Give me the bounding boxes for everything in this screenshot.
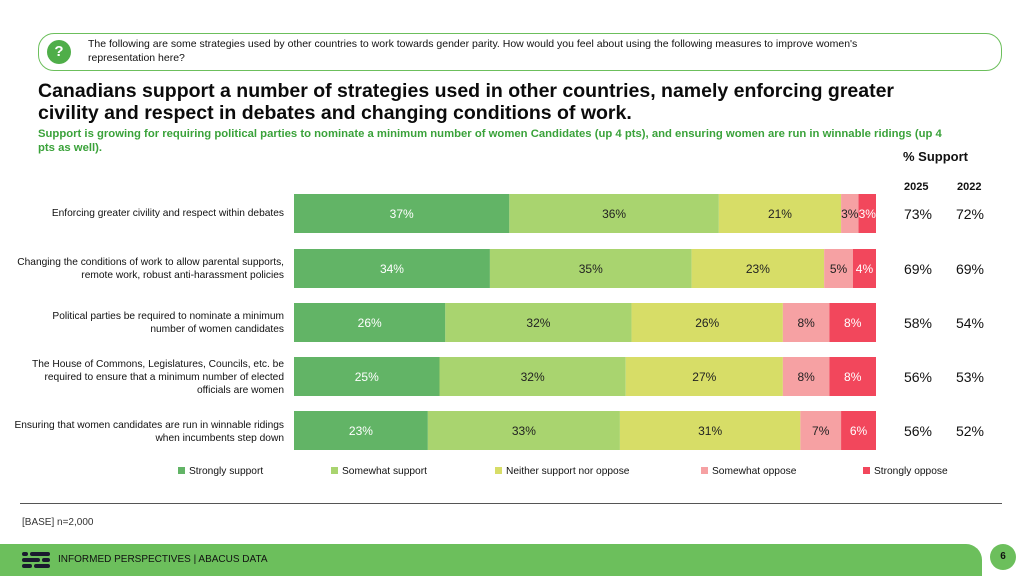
- support-2025-value: 56%: [904, 369, 932, 385]
- support-2022-value: 54%: [956, 315, 984, 331]
- bar-segment-strongly-support: [294, 411, 428, 450]
- bar-value-label: 27%: [692, 370, 716, 384]
- divider: [20, 503, 1002, 504]
- bar-segment-strongly-oppose: [829, 357, 876, 396]
- bar-value-label: 26%: [695, 316, 719, 330]
- bar-value-label: 8%: [797, 370, 815, 384]
- year-2022-header: 2022: [957, 181, 982, 193]
- row-label-party-nomination: Political parties be required to nominat…: [52, 311, 284, 335]
- bar-segment-somewhat-support: [509, 194, 719, 233]
- bar-segment-strongly-oppose: [858, 194, 876, 233]
- legend-swatch: [495, 467, 502, 474]
- bar-value-label: 32%: [526, 316, 550, 330]
- question-text: The following are some strategies used b…: [88, 38, 858, 64]
- bar-segment-somewhat-support: [427, 411, 620, 450]
- bar-value-label: 34%: [380, 262, 404, 276]
- bar-value-label: 21%: [768, 207, 792, 221]
- bar-value-label: 3%: [859, 207, 877, 221]
- year-2025-header: 2025: [904, 181, 929, 193]
- bar-segment-neither: [718, 194, 842, 233]
- bar-value-label: 26%: [358, 316, 382, 330]
- bar-value-label: 6%: [850, 424, 868, 438]
- legend-item-strongly-oppose: Strongly oppose: [863, 466, 948, 477]
- bar-segment-strongly-support: [294, 357, 440, 396]
- bar-value-label: 33%: [512, 424, 536, 438]
- bar-value-label: 5%: [830, 262, 848, 276]
- bar-segment-somewhat-support: [445, 303, 632, 342]
- legend-item-somewhat-oppose: Somewhat oppose: [701, 466, 796, 477]
- bar-segment-somewhat-support: [489, 249, 692, 288]
- footer-bar: [0, 544, 982, 576]
- bar-value-label: 7%: [812, 424, 830, 438]
- bar-value-label: 8%: [844, 316, 862, 330]
- bar-value-label: 25%: [355, 370, 379, 384]
- row-label-winnable-ridings: Ensuring that women candidates are run i…: [14, 420, 284, 444]
- bar-segment-somewhat-oppose: [782, 357, 830, 396]
- support-2022-value: 69%: [956, 261, 984, 277]
- bar-segment-strongly-support: [294, 303, 446, 342]
- row-label-work-conditions: Changing the conditions of work to allow…: [17, 257, 284, 281]
- bar-segment-strongly-support: [294, 194, 510, 233]
- row-label-civility: Enforcing greater civility and respect w…: [51, 208, 284, 219]
- support-2025-value: 56%: [904, 423, 932, 439]
- bar-value-label: 8%: [797, 316, 815, 330]
- bar-segment-neither: [691, 249, 825, 288]
- page-title: Canadians support a number of strategies…: [38, 80, 895, 124]
- bar-value-label: 36%: [602, 207, 626, 221]
- bar-segment-neither: [625, 357, 783, 396]
- bar-value-label: 8%: [844, 370, 862, 384]
- legend-item-strongly-support: Strongly support: [178, 466, 263, 477]
- bar-segment-neither: [631, 303, 783, 342]
- row-label-minimum-elected: The House of Commons, Legislatures, Coun…: [32, 359, 284, 396]
- footer-text: INFORMED PERSPECTIVES | ABACUS DATA: [58, 554, 268, 565]
- bar-segment-somewhat-oppose: [824, 249, 853, 288]
- support-2025-value: 69%: [904, 261, 932, 277]
- legend-swatch: [701, 467, 708, 474]
- page-number: 6: [990, 544, 1016, 570]
- support-2022-value: 52%: [956, 423, 984, 439]
- page-subtitle: Support is growing for requiring politic…: [38, 128, 942, 154]
- legend-swatch: [331, 467, 338, 474]
- support-2025-value: 73%: [904, 206, 932, 222]
- bar-segment-strongly-support: [294, 249, 490, 288]
- support-2022-value: 72%: [956, 206, 984, 222]
- bar-segment-somewhat-oppose: [841, 194, 859, 233]
- bar-segment-somewhat-support: [439, 357, 626, 396]
- question-icon: ?: [47, 40, 71, 64]
- legend-swatch: [863, 467, 870, 474]
- bar-value-label: 32%: [521, 370, 545, 384]
- bar-segment-somewhat-oppose: [782, 303, 830, 342]
- support-2025-value: 58%: [904, 315, 932, 331]
- base-note: [BASE] n=2,000: [22, 517, 94, 528]
- bar-value-label: 37%: [390, 207, 414, 221]
- bar-value-label: 3%: [841, 207, 859, 221]
- question-box: [38, 33, 1002, 71]
- bar-segment-strongly-oppose: [829, 303, 876, 342]
- bar-segment-somewhat-oppose: [800, 411, 842, 450]
- support-2022-value: 53%: [956, 369, 984, 385]
- legend-item-neither: Neither support nor oppose: [495, 466, 629, 477]
- bar-value-label: 35%: [579, 262, 603, 276]
- legend-swatch: [178, 467, 185, 474]
- bar-segment-strongly-oppose: [841, 411, 876, 450]
- bar-segment-strongly-oppose: [852, 249, 876, 288]
- abacus-logo-icon: [22, 552, 50, 568]
- legend-item-somewhat-support: Somewhat support: [331, 466, 427, 477]
- bar-value-label: 31%: [698, 424, 722, 438]
- bar-segment-neither: [619, 411, 801, 450]
- bar-value-label: 4%: [856, 262, 874, 276]
- bar-value-label: 23%: [746, 262, 770, 276]
- support-header: % Support: [903, 149, 968, 164]
- bar-value-label: 23%: [349, 424, 373, 438]
